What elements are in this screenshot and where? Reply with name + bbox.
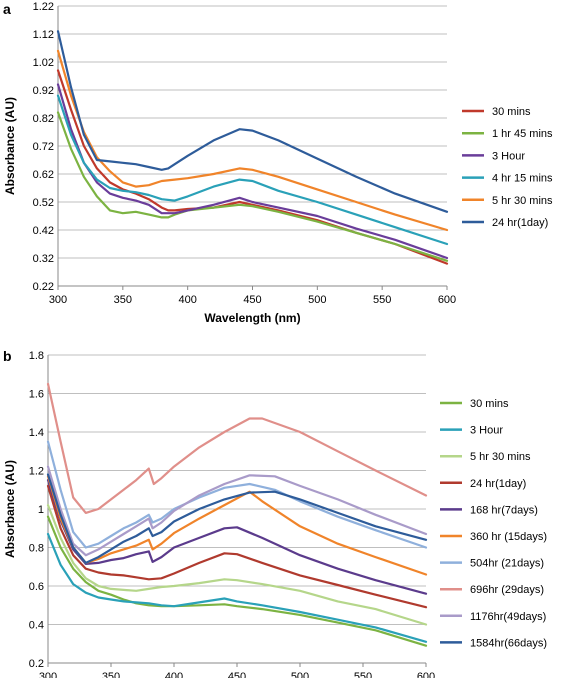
legend-entry: 504hr (21days) [470,558,544,570]
series-line-8 [46,382,428,514]
x-tick-label: 550 [373,294,391,306]
legend-entry: 1 hr 45 mins [492,128,553,140]
legend-entry: 4 hr 15 mins [492,173,553,185]
y-tick-label: 1.4 [29,427,44,439]
series-line-4 [56,94,449,246]
series-line-7 [46,440,428,549]
x-axis-title: Wavelength (nm) [204,311,300,325]
series-line-10 [46,473,428,564]
legend-entry: 3 Hour [470,425,503,437]
x-tick-label: 350 [102,671,120,678]
series-line-3 [56,83,449,260]
x-tick-label: 500 [308,294,326,306]
y-tick-label: 0.42 [33,225,54,237]
x-tick-label: 400 [178,294,196,306]
series-line-3 [46,504,428,626]
y-tick-label: 0.8 [29,543,44,555]
y-tick-label: 1.6 [29,389,44,401]
y-tick-label: 0.82 [33,113,54,125]
legend-entry: 30 mins [492,106,531,118]
legend-entry: 30 mins [470,398,509,410]
y-tick-label: 0.72 [33,141,54,153]
chart-panel-a: a 0.22 0.32 0.42 0.52 0.62 0.72 0.82 0.92 1.02 1.1… [3,1,553,325]
series-line-1 [56,69,449,265]
y-tick-label: 0.22 [33,281,54,293]
y-tick-label: 1.2 [29,466,44,478]
y-tick-label: 0.92 [33,85,54,97]
series-line-5 [46,479,428,595]
legend-entry: 24 hr(1day) [470,478,526,490]
legend-entry: 5 hr 30 mins [470,451,531,463]
chart-panel-b: b 0.2 0.4 0.6 0.8 1 1.2 1.4 1.6 1.8 300 350 400 450 50… [3,348,547,678]
panel-label: b [3,348,12,364]
y-tick-label: 1.8 [29,350,44,362]
y-tick-label: 1.02 [33,57,54,69]
series-line-6 [56,30,449,213]
y-tick-label: 0.2 [29,658,44,670]
y-tick-label: 0.62 [33,169,54,181]
y-tick-label: 0.52 [33,197,54,209]
y-tick-label: 1 [38,504,44,516]
x-tick-label: 600 [417,671,435,678]
legend-entry: 168 hr(7days) [470,504,538,516]
y-tick-label: 0.32 [33,253,54,265]
x-tick-label: 300 [39,671,57,678]
y-tick-label: 1.12 [33,29,54,41]
series-line-2 [56,111,449,262]
series-line-5 [56,49,449,232]
legend-entry: 5 hr 30 mins [492,195,553,207]
x-tick-label: 400 [165,671,183,678]
y-axis-title: Absorbance (AU) [3,460,17,558]
series-line-2 [46,532,428,643]
x-tick-label: 600 [438,294,456,306]
y-axis-title: Absorbance (AU) [3,97,17,195]
y-tick-label: 0.6 [29,581,44,593]
legend-entry: 3 Hour [492,150,525,162]
y-tick-label: 1.22 [33,1,54,13]
series-line-9 [46,465,428,557]
x-tick-label: 350 [114,294,132,306]
x-tick-label: 550 [354,671,372,678]
x-tick-label: 500 [291,671,309,678]
x-tick-label: 450 [228,671,246,678]
series-line-4 [46,484,428,609]
legend-entry: 1584hr(66days) [470,637,547,649]
legend-entry: 360 hr (15days) [470,531,547,543]
legend-entry: 24 hr(1day) [492,217,548,229]
legend-entry: 696hr (29days) [470,584,544,596]
panel-label: a [3,1,11,17]
x-tick-label: 300 [49,294,67,306]
series-line-6 [46,475,428,576]
legend-entry: 1176hr(49days) [470,611,546,623]
x-tick-label: 450 [243,294,261,306]
y-tick-label: 0.4 [29,620,44,632]
